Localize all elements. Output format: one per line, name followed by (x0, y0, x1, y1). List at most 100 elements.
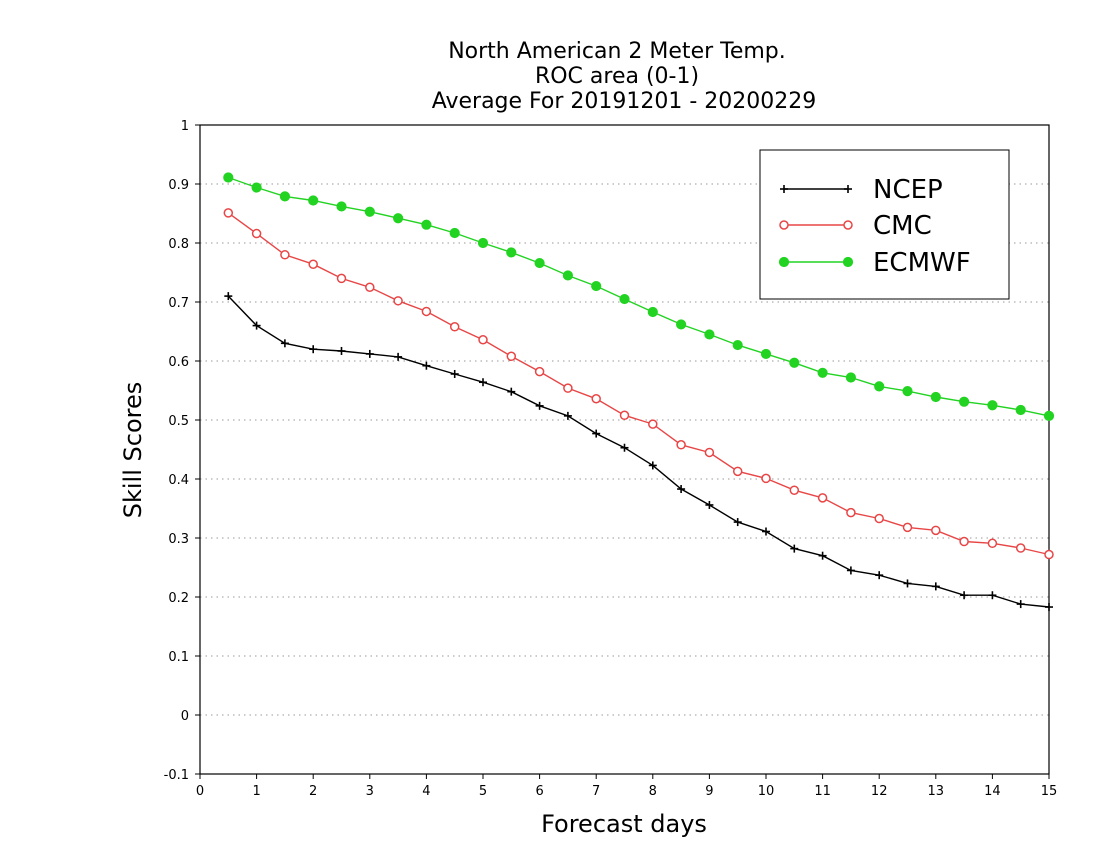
data-point-ncep (252, 321, 261, 330)
data-point-cmc (563, 383, 573, 393)
y-tick-label: 0.3 (168, 532, 189, 547)
data-point-cmc (365, 282, 375, 292)
data-point-ecmwf (449, 227, 460, 239)
data-point-ecmwf (874, 381, 885, 392)
y-tick-label: 0.6 (168, 355, 189, 370)
data-point-ncep (648, 461, 657, 470)
x-tick-label: 9 (705, 784, 713, 799)
x-tick-label: 0 (196, 784, 204, 799)
data-point-cmc (478, 335, 488, 345)
data-point-cmc (931, 525, 941, 536)
data-point-cmc (874, 513, 884, 524)
x-tick-label: 15 (1041, 784, 1058, 799)
y-tick-label: -0.1 (164, 768, 189, 783)
data-point-ncep (224, 292, 233, 301)
legend-label-ecmwf: ECMWF (873, 248, 971, 278)
data-point-cmc (506, 351, 517, 362)
x-tick-label: 11 (814, 784, 831, 799)
data-point-cmc (959, 536, 969, 547)
data-point-cmc (704, 447, 715, 458)
data-point-ncep (365, 349, 374, 358)
data-point-cmc (336, 273, 347, 284)
data-point-cmc (393, 296, 403, 306)
data-point-ncep (280, 339, 289, 348)
data-point-ncep (535, 401, 544, 410)
data-point-ecmwf (477, 237, 489, 249)
x-tick-label: 12 (871, 784, 888, 799)
data-point-cmc (987, 538, 998, 549)
y-tick-label: 0.7 (168, 296, 189, 311)
data-point-ecmwf (930, 391, 941, 403)
chart-title: North American 2 Meter Temp. ROC area (0… (432, 39, 817, 114)
legend-sample-ecmwf (778, 256, 854, 268)
data-point-ecmwf (647, 306, 658, 318)
x-tick-label: 14 (984, 784, 1001, 799)
data-point-cmc (421, 306, 432, 317)
data-point-cmc (308, 259, 318, 269)
data-point-ecmwf (279, 191, 290, 202)
data-point-ncep (762, 527, 770, 536)
series-line-ncep (227, 295, 1050, 608)
legend-marker-cmc (779, 220, 789, 230)
x-axis-ticks: 0 1 2 3 4 5 6 7 8 9 10 11 12 13 14 15 (196, 774, 1057, 799)
plot-frame (199, 124, 1050, 775)
data-point-ecmwf (817, 367, 828, 378)
data-point-ncep (903, 579, 912, 588)
legend: NCEP CMC ECMWF (759, 149, 1010, 300)
y-tick-label: 0.9 (168, 178, 189, 193)
legend-marker-ecmwf (778, 256, 790, 268)
data-point-ncep (394, 352, 403, 361)
legend-marker-ncep (780, 185, 788, 193)
data-point-ecmwf (506, 247, 517, 258)
data-point-cmc (619, 410, 630, 421)
data-point-ncep (1045, 603, 1053, 612)
legend-sample-ncep (780, 185, 852, 193)
x-tick-label: 2 (309, 784, 317, 799)
data-point-ncep (705, 500, 714, 509)
data-point-cmc (902, 522, 913, 533)
x-tick-label: 8 (649, 784, 657, 799)
data-point-ncep (1016, 600, 1025, 609)
x-tick-label: 10 (758, 784, 775, 799)
legend-label-ncep: NCEP (873, 175, 943, 205)
title-line-1: North American 2 Meter Temp. (448, 39, 786, 64)
x-tick-label: 6 (535, 784, 543, 799)
data-point-cmc (1044, 549, 1054, 560)
title-line-3: Average For 20191201 - 20200229 (432, 89, 817, 114)
data-point-ecmwf (732, 339, 743, 351)
data-point-cmc (648, 419, 658, 429)
series-ecmwf (223, 172, 1055, 421)
y-tick-label: 0.2 (168, 591, 189, 606)
data-point-ncep (479, 378, 487, 387)
data-point-ecmwf (562, 270, 574, 281)
y-tick-label: 0.5 (168, 414, 189, 429)
data-point-cmc (223, 208, 234, 218)
data-point-ecmwf (534, 257, 545, 269)
data-point-cmc (280, 250, 290, 260)
data-point-ecmwf (364, 206, 375, 217)
data-point-ncep (875, 571, 884, 580)
x-tick-label: 3 (366, 784, 374, 799)
data-point-ecmwf (421, 219, 432, 230)
data-point-ecmwf (760, 348, 772, 360)
legend-marker-cmc (843, 220, 853, 230)
data-point-cmc (1015, 543, 1026, 553)
data-point-ncep (337, 346, 346, 355)
data-point-cmc (676, 440, 686, 450)
legend-marker-ncep (844, 185, 852, 193)
y-tick-label: 1 (181, 119, 189, 134)
data-point-cmc (761, 473, 771, 484)
data-point-cmc (732, 466, 743, 477)
data-point-ncep (931, 582, 940, 591)
data-point-ecmwf (676, 319, 687, 330)
x-tick-label: 13 (928, 784, 945, 799)
data-point-ncep (422, 361, 431, 370)
data-point-ecmwf (987, 400, 998, 411)
data-point-ecmwf (308, 195, 319, 206)
data-point-ncep (846, 566, 855, 575)
x-tick-label: 1 (252, 784, 260, 799)
data-point-ecmwf (619, 293, 630, 305)
data-point-cmc (789, 485, 800, 495)
data-point-ncep (960, 591, 969, 600)
